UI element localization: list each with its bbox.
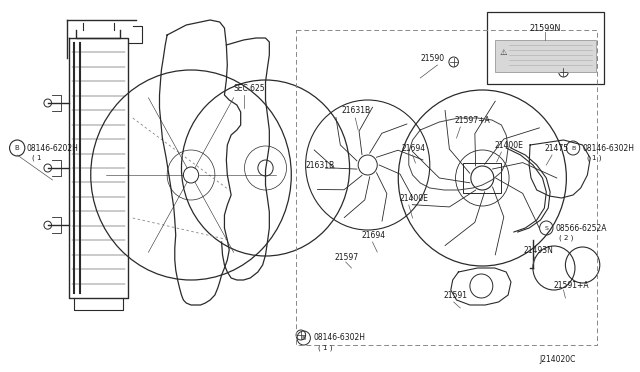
Text: 21597: 21597 <box>334 253 358 263</box>
Text: 21694: 21694 <box>361 231 385 240</box>
Text: SEC.625: SEC.625 <box>234 83 266 93</box>
Bar <box>495 40 596 72</box>
Text: ( 1 ): ( 1 ) <box>318 345 333 351</box>
Text: 21599N: 21599N <box>530 23 561 32</box>
Text: 08566-6252A: 08566-6252A <box>556 224 607 232</box>
Text: 21475: 21475 <box>545 144 568 153</box>
Text: B: B <box>301 336 306 340</box>
Text: B: B <box>571 145 575 151</box>
Text: 21694: 21694 <box>401 144 425 153</box>
Text: 21631B: 21631B <box>306 160 335 170</box>
Text: S: S <box>545 225 548 231</box>
Text: J214020C: J214020C <box>540 356 576 365</box>
Text: 21400E: 21400E <box>399 193 428 202</box>
Text: 08146-6302H: 08146-6302H <box>582 144 635 153</box>
Text: 08146-6302H: 08146-6302H <box>313 334 365 343</box>
Text: 21631B: 21631B <box>342 106 371 115</box>
Text: 21591+A: 21591+A <box>554 280 589 289</box>
Bar <box>487 12 604 84</box>
Text: ( 2 ): ( 2 ) <box>559 235 573 241</box>
Text: 21493N: 21493N <box>524 246 553 254</box>
Text: B: B <box>15 145 20 151</box>
Text: ( 1: ( 1 <box>31 155 41 161</box>
Text: 21400E: 21400E <box>495 141 524 150</box>
Text: ( 1 ): ( 1 ) <box>588 155 602 161</box>
Text: 21591: 21591 <box>443 291 467 299</box>
Bar <box>463 163 501 193</box>
Text: 21590: 21590 <box>420 54 444 62</box>
Text: ⚠: ⚠ <box>499 48 507 57</box>
Text: 08146-6202H: 08146-6202H <box>27 144 79 153</box>
Text: 21597+A: 21597+A <box>454 115 490 125</box>
